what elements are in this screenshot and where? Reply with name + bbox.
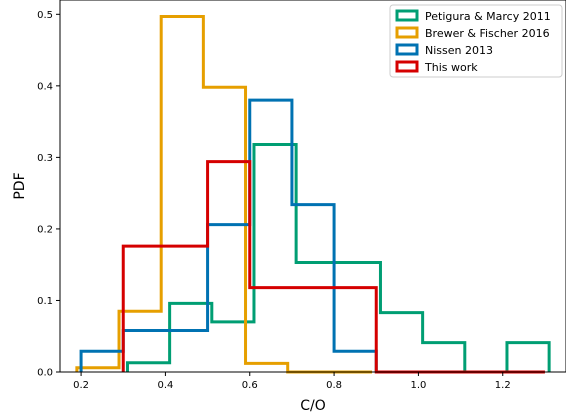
y-tick-label: 0.0 bbox=[37, 368, 53, 379]
legend-swatch bbox=[395, 9, 419, 22]
y-tick-label: 0.1 bbox=[37, 296, 53, 307]
legend-box bbox=[389, 4, 563, 78]
x-tick-label: 0.2 bbox=[73, 380, 89, 391]
plot-frame bbox=[59, 0, 566, 373]
y-axis-ticks: 0.0 0.1 0.2 0.3 0.4 0.5 bbox=[37, 10, 60, 379]
x-tick-label: 0.6 bbox=[242, 380, 258, 391]
x-tick-label: 1.0 bbox=[410, 380, 426, 391]
legend-swatch bbox=[395, 43, 419, 56]
series-3-step-line bbox=[79, 98, 378, 372]
y-tick-label: 0.2 bbox=[37, 224, 53, 235]
legend-label: Brewer & Fischer 2016 bbox=[425, 27, 550, 40]
legend-label: This work bbox=[424, 61, 478, 74]
legend-label: Nissen 2013 bbox=[425, 44, 493, 57]
legend: Petigura & Marcy 2011 Brewer & Fischer 20… bbox=[389, 4, 563, 78]
y-axis-label: PDF bbox=[12, 172, 28, 199]
legend-swatch bbox=[395, 60, 419, 73]
series-2-step-line bbox=[75, 14, 373, 374]
x-axis-label: C/O bbox=[300, 398, 326, 414]
series-1-step-line bbox=[125, 143, 551, 374]
y-tick-label: 0.3 bbox=[37, 153, 53, 164]
y-tick-label: 0.4 bbox=[37, 81, 53, 92]
x-tick-label: 1.2 bbox=[495, 380, 511, 391]
y-tick-label: 0.5 bbox=[37, 10, 53, 21]
x-tick-label: 0.8 bbox=[326, 380, 342, 391]
x-axis-ticks: 0.2 0.4 0.6 0.8 1.0 1.2 bbox=[73, 372, 511, 391]
legend-swatch bbox=[395, 26, 419, 39]
x-tick-label: 0.4 bbox=[157, 380, 173, 391]
legend-label: Petigura & Marcy 2011 bbox=[425, 10, 551, 23]
